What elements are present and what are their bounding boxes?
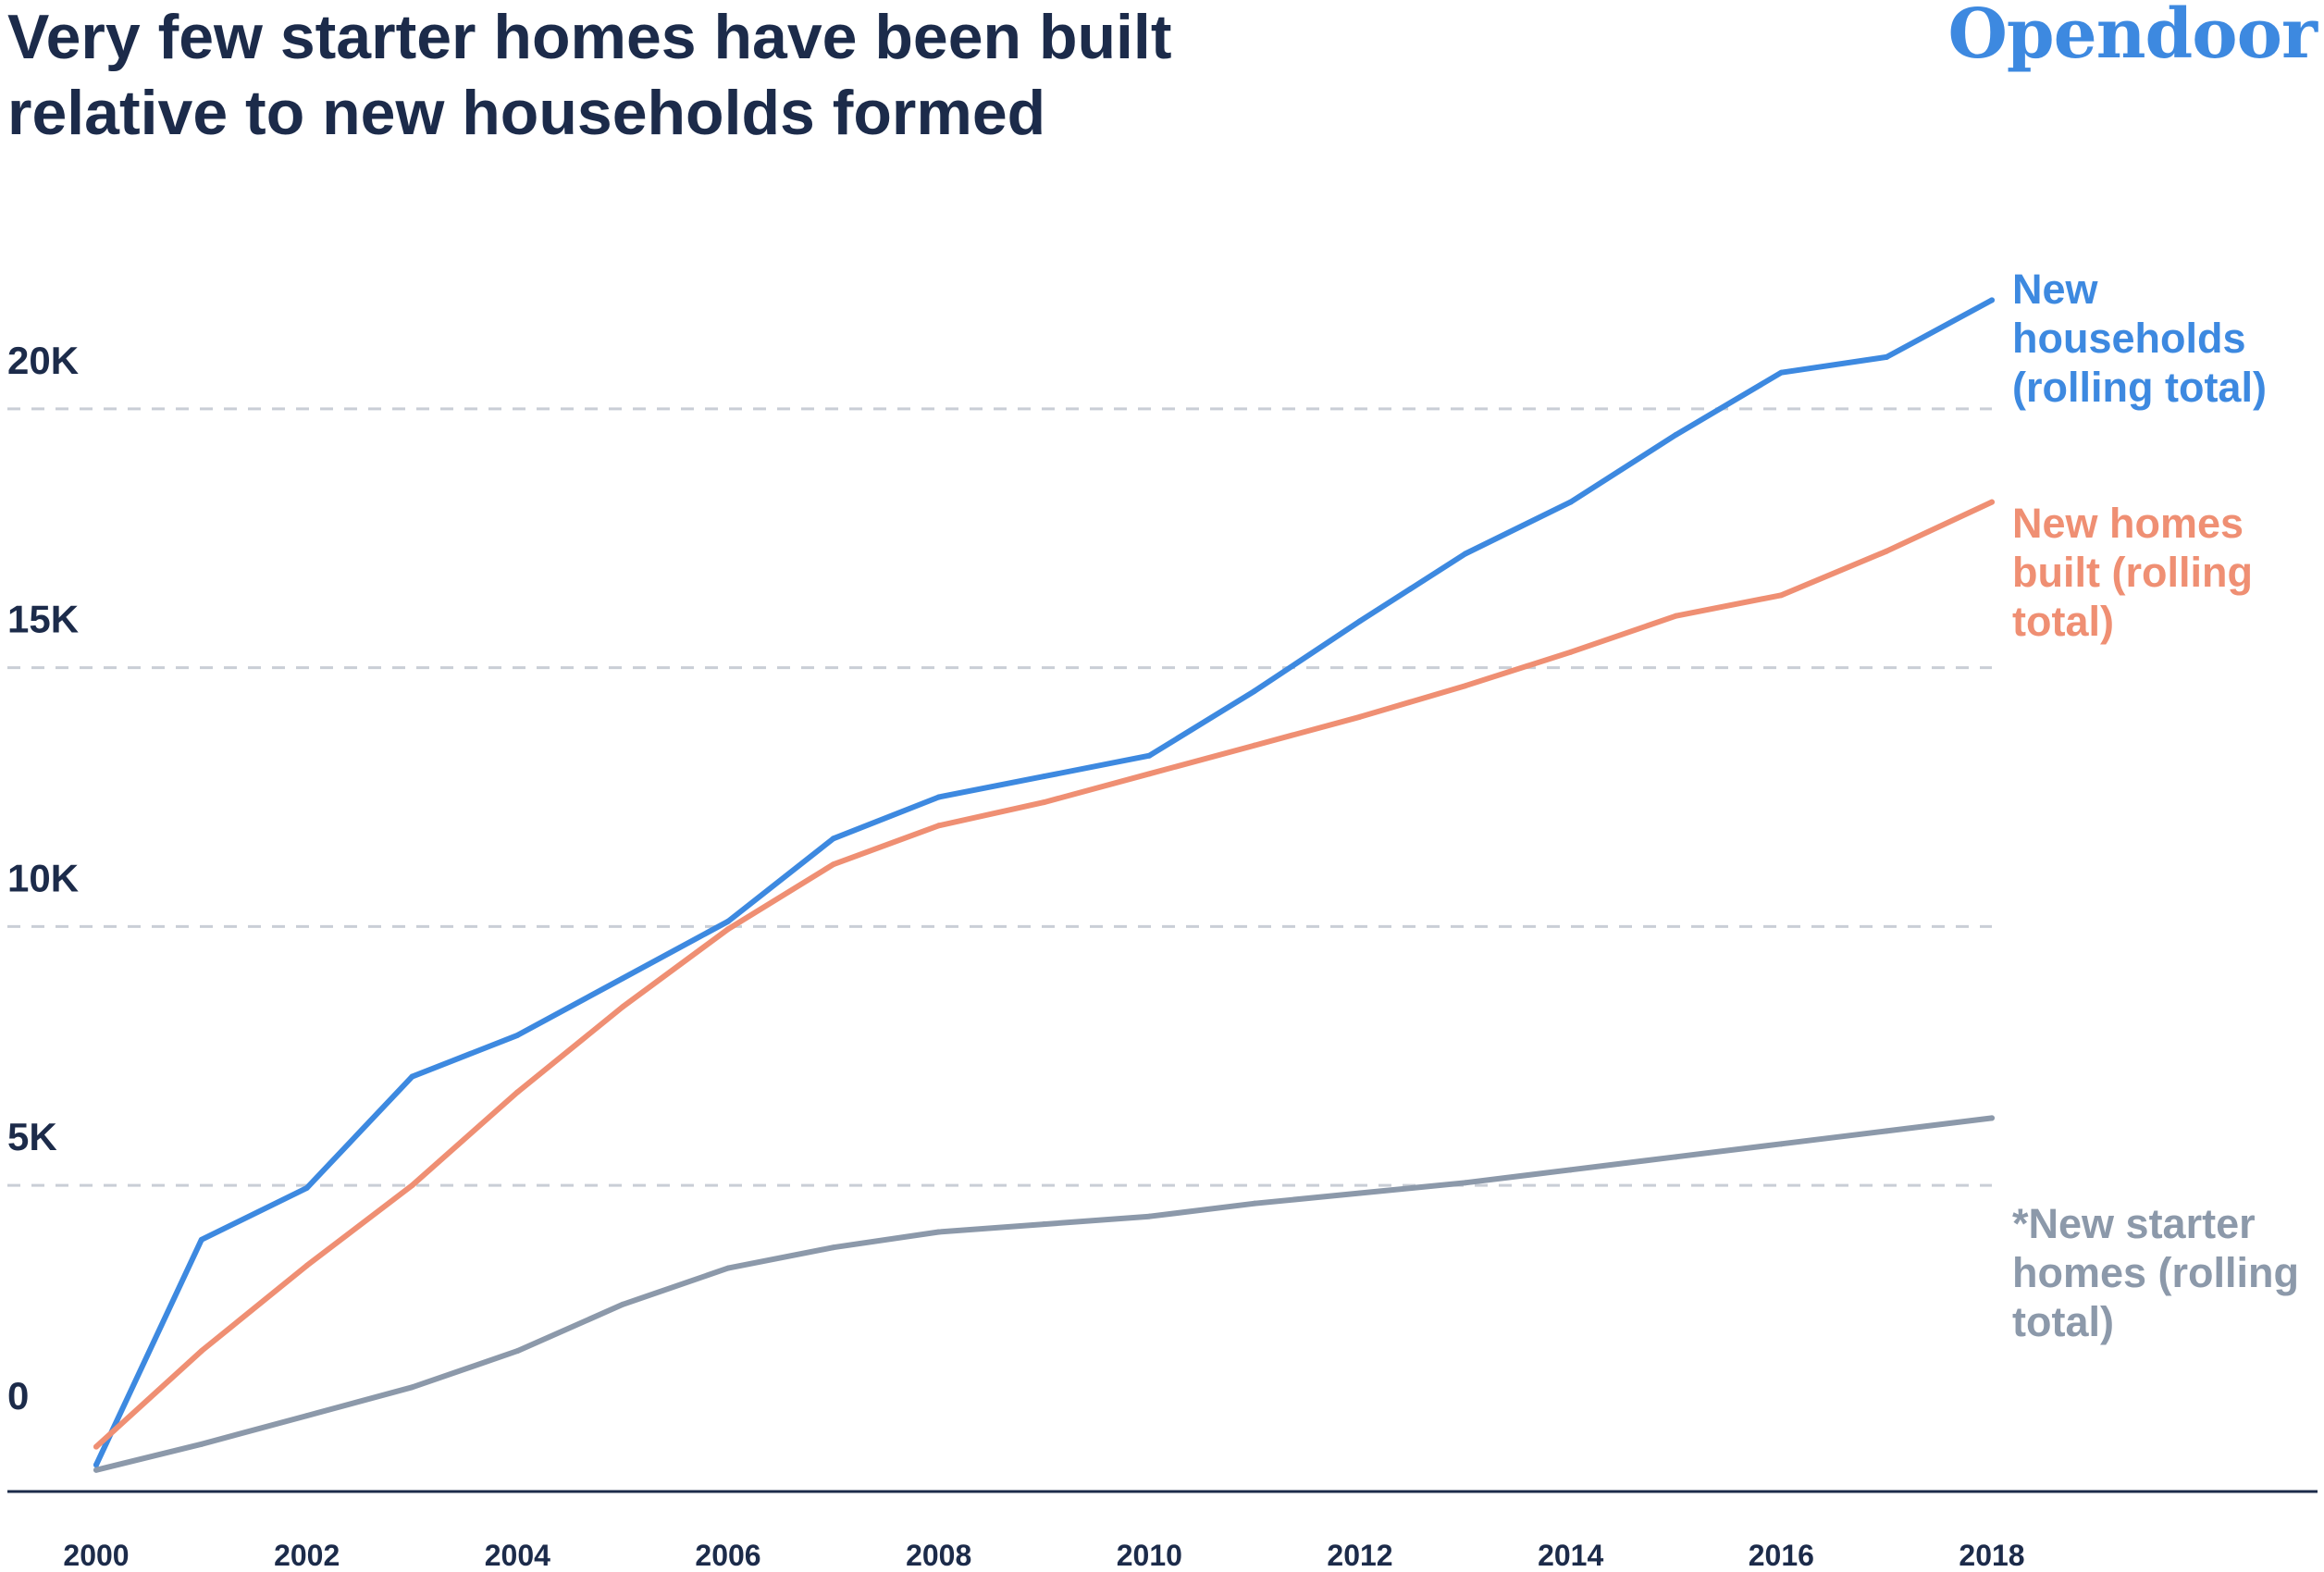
data-point	[1146, 771, 1153, 777]
series-line	[93, 1115, 1995, 1473]
y-tick-label: 5K	[7, 1115, 57, 1158]
data-point	[1357, 713, 1363, 720]
y-axis: 0 5K 10K 15K 20K	[7, 339, 79, 1417]
series-label: New homes	[2012, 500, 2244, 547]
series-label: *New starter	[2012, 1200, 2256, 1247]
opendoor-logo: Opendoor	[1947, 0, 2318, 74]
data-point	[514, 1089, 521, 1095]
data-point	[1146, 752, 1153, 759]
data-point	[1041, 1221, 1047, 1228]
series-label: (rolling total)	[2012, 364, 2267, 411]
data-point	[935, 794, 942, 800]
data-point	[1778, 1141, 1785, 1147]
data-point	[1989, 1115, 1995, 1121]
data-point	[935, 823, 942, 829]
series-label: built (rolling	[2012, 549, 2253, 596]
y-tick-label: 0	[7, 1374, 29, 1417]
data-point	[1778, 369, 1785, 376]
data-point	[93, 1467, 99, 1473]
data-point	[303, 1413, 310, 1419]
data-point	[1462, 1180, 1468, 1186]
data-point	[1252, 742, 1258, 749]
data-point	[935, 1229, 942, 1235]
x-tick-label: 2004	[485, 1539, 550, 1572]
series-label: households	[2012, 315, 2246, 362]
x-tick-label: 2014	[1538, 1539, 1603, 1572]
data-point	[830, 836, 836, 842]
x-tick-label: 2002	[274, 1539, 340, 1572]
data-point	[93, 1462, 99, 1468]
data-point	[409, 1073, 415, 1080]
data-point	[1252, 1200, 1258, 1207]
data-point	[725, 926, 731, 933]
data-point	[620, 1004, 626, 1010]
data-point	[1041, 799, 1047, 806]
chart-title-line-2: relative to new households formed	[7, 78, 1046, 148]
data-point	[1989, 499, 1995, 505]
data-point	[1567, 499, 1574, 505]
data-point	[725, 918, 731, 924]
data-point	[830, 861, 836, 868]
y-tick-label: 15K	[7, 598, 79, 641]
data-point	[1673, 1154, 1679, 1160]
x-tick-label: 2016	[1749, 1539, 1814, 1572]
data-point	[303, 1262, 310, 1269]
x-tick-label: 2006	[695, 1539, 760, 1572]
chart-title-line-1: Very few starter homes have been built	[7, 2, 1172, 72]
data-point	[198, 1236, 204, 1243]
data-point	[1884, 1128, 1890, 1134]
data-point	[514, 1348, 521, 1355]
x-tick-label: 2012	[1327, 1539, 1392, 1572]
data-point	[1357, 618, 1363, 625]
series-label: total)	[2012, 598, 2114, 645]
data-point	[1462, 551, 1468, 557]
data-point	[1778, 592, 1785, 599]
data-point	[198, 1441, 204, 1447]
data-point	[1252, 687, 1258, 694]
data-point	[620, 975, 626, 982]
data-point	[93, 1443, 99, 1450]
data-point	[1884, 353, 1890, 360]
series-label: New	[2012, 266, 2099, 313]
series-line	[93, 297, 1995, 1468]
data-point	[1673, 613, 1679, 619]
data-point	[1146, 1213, 1153, 1219]
data-point	[725, 1265, 731, 1271]
series-lines	[93, 297, 1995, 1473]
data-point	[1989, 297, 1995, 303]
data-point	[198, 1348, 204, 1355]
data-point	[1357, 1190, 1363, 1196]
data-point	[514, 1032, 521, 1038]
data-point	[409, 1182, 415, 1189]
data-point	[620, 1301, 626, 1307]
series-label: total)	[2012, 1298, 2114, 1345]
x-tick-label: 2000	[63, 1539, 129, 1572]
x-tick-label: 2010	[1117, 1539, 1182, 1572]
data-point	[409, 1384, 415, 1391]
data-point	[1673, 431, 1679, 438]
data-point	[1567, 1167, 1574, 1173]
y-tick-label: 20K	[7, 339, 79, 382]
x-axis: 2000 2002 2004 2006 2008 2010 2012 2014 2016 2018	[63, 1539, 2024, 1572]
series-line	[93, 499, 1995, 1450]
y-tick-label: 10K	[7, 856, 79, 899]
series-label: homes (rolling	[2012, 1249, 2299, 1296]
data-point	[303, 1184, 310, 1191]
data-point	[1462, 683, 1468, 689]
grid-lines	[7, 407, 1992, 1187]
x-tick-label: 2018	[1959, 1539, 2024, 1572]
data-point	[830, 1244, 836, 1251]
data-point	[1884, 548, 1890, 554]
data-point	[1567, 649, 1574, 655]
x-tick-label: 2008	[906, 1539, 971, 1572]
data-point	[1041, 774, 1047, 780]
